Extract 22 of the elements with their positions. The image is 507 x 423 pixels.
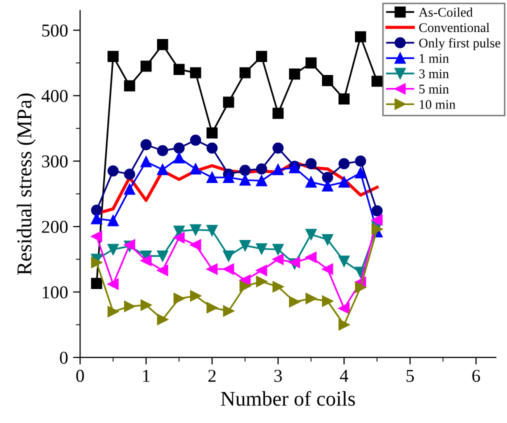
- x-tick-label: 3: [274, 370, 282, 382]
- y-tick-label: 400: [42, 90, 68, 102]
- legend-label: Only first pulse: [419, 38, 500, 50]
- x-tick-label: 2: [208, 370, 216, 382]
- x-tick-label: 4: [340, 370, 348, 382]
- y-tick-label: 300: [42, 155, 68, 168]
- y-tick-label: 200: [42, 220, 68, 233]
- x-axis-title: Number of coils: [220, 390, 355, 406]
- x-tick-label: 5: [406, 370, 414, 382]
- y-tick-label: 500: [42, 24, 68, 37]
- x-tick-label: 0: [76, 370, 84, 382]
- y-tick-label: 0: [60, 352, 68, 364]
- legend-label: 5 min: [419, 84, 449, 94]
- y-tick-label: 100: [42, 286, 68, 298]
- x-tick-label: 1: [143, 370, 150, 382]
- y-axis-title: Residual stress (MPa): [16, 94, 36, 275]
- legend-label: As-Coiled: [418, 7, 473, 17]
- legend-label: 10 min: [420, 100, 456, 109]
- x-tick-label: 6: [472, 370, 480, 382]
- legend-label: 1 min: [420, 54, 449, 63]
- legend-label: Conventional: [419, 22, 490, 32]
- legend-label: 3 min: [419, 69, 449, 78]
